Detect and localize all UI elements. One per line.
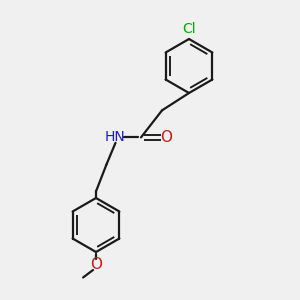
Text: O: O	[90, 257, 102, 272]
Text: HN: HN	[105, 130, 126, 144]
Text: O: O	[160, 130, 172, 145]
Text: Cl: Cl	[182, 22, 196, 36]
